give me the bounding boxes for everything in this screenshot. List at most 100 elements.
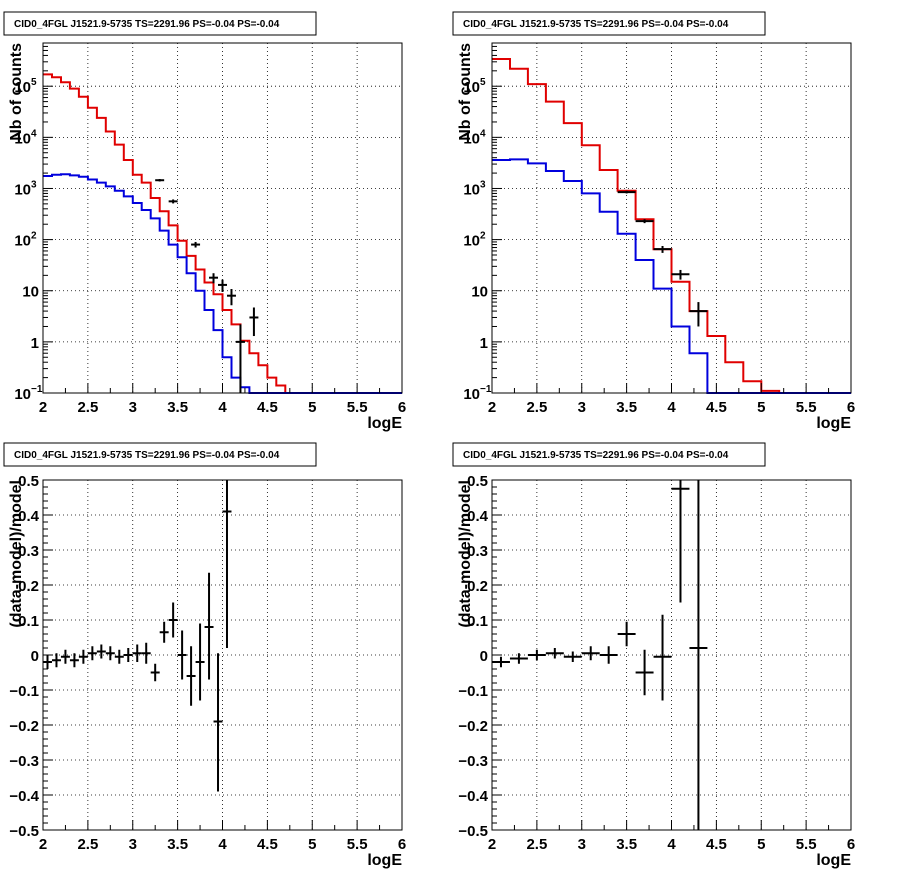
data-point bbox=[671, 269, 690, 280]
title-box: CID0_4FGL J1521.9-5735 TS=2291.96 PS=-0.… bbox=[452, 11, 766, 36]
y-tick-label: 10 bbox=[14, 233, 31, 250]
data-point bbox=[635, 649, 654, 696]
x-tick-label: 4.5 bbox=[706, 836, 727, 853]
y-tick-exponent: 2 bbox=[31, 231, 37, 242]
x-axis: 2 2.5 3 3.5 4 4.5 5 5.5 6 bbox=[488, 383, 855, 416]
y-tick-label: 10 bbox=[14, 386, 31, 403]
y-tick-label: 0.5 bbox=[467, 473, 488, 490]
y-tick-label: −0.3 bbox=[9, 753, 39, 770]
y-tick-label: 0.2 bbox=[18, 578, 39, 595]
y-tick-label: −0.3 bbox=[458, 753, 488, 770]
y-tick-label: −0.1 bbox=[458, 683, 488, 700]
x-axis-title: logE bbox=[367, 415, 402, 432]
x-axis: 2 2.5 3 3.5 4 4.5 5 5.5 6 bbox=[39, 820, 406, 853]
x-axis-title: logE bbox=[367, 852, 402, 869]
y-tick-exponent: −1 bbox=[31, 384, 43, 395]
data-point bbox=[563, 651, 582, 662]
data-point bbox=[155, 179, 165, 182]
x-axis: 2 2.5 3 3.5 4 4.5 5 5.5 6 bbox=[39, 383, 406, 416]
x-tick-label: 3 bbox=[578, 399, 586, 416]
x-tick-label: 4 bbox=[218, 836, 227, 853]
x-tick-label: 4.5 bbox=[257, 836, 278, 853]
y-tick-label: 10 bbox=[14, 79, 31, 96]
x-tick-label: 5.5 bbox=[347, 399, 368, 416]
y-tick-exponent: 3 bbox=[31, 179, 37, 190]
y-tick-label: 10 bbox=[463, 79, 480, 96]
title-box-frame bbox=[452, 442, 766, 467]
y-tick-exponent: 4 bbox=[31, 128, 37, 139]
y-axis-title: Nb of counts bbox=[457, 43, 474, 141]
data-point bbox=[635, 219, 654, 224]
data-point bbox=[545, 648, 564, 659]
x-tick-label: 5.5 bbox=[347, 836, 368, 853]
x-tick-label: 2 bbox=[39, 836, 47, 853]
data-point bbox=[527, 649, 546, 661]
grid bbox=[43, 480, 402, 830]
data-point bbox=[78, 649, 88, 664]
y-tick-label: 10 bbox=[463, 130, 480, 147]
x-axis: 2 2.5 3 3.5 4 4.5 5 5.5 6 bbox=[488, 820, 855, 853]
data-point bbox=[51, 653, 61, 668]
data-point bbox=[87, 646, 97, 661]
y-axis: −0.5 −0.4 −0.3 −0.2 −0.1 0 0.1 0.2 0.3 0.4 0.5 bbox=[458, 473, 502, 840]
y-tick-label: 10 bbox=[463, 233, 480, 250]
data-point bbox=[218, 279, 227, 292]
y-tick-label: 0.4 bbox=[18, 508, 40, 525]
data-point bbox=[195, 623, 205, 701]
title-box-frame bbox=[452, 11, 766, 36]
data-point bbox=[168, 602, 178, 638]
x-tick-label: 2.5 bbox=[526, 836, 547, 853]
data-points bbox=[617, 190, 708, 327]
residual-panel-right: 2 2.5 3 3.5 4 4.5 5 5.5 6 −0.5 −0.4 −0.3 −0.2 −0.1 0 0.… bbox=[452, 442, 855, 869]
data-point bbox=[132, 644, 142, 662]
x-tick-label: 4 bbox=[667, 836, 676, 853]
y-tick-label: −0.2 bbox=[9, 718, 39, 735]
y-tick-label: 0.3 bbox=[467, 543, 488, 560]
x-tick-label: 5.5 bbox=[796, 399, 817, 416]
y-tick-label: 0.2 bbox=[467, 578, 488, 595]
y-tick-label: 1 bbox=[480, 335, 488, 352]
chart-title: CID0_4FGL J1521.9-5735 TS=2291.96 PS=-0.… bbox=[14, 19, 280, 30]
x-tick-label: 3.5 bbox=[616, 836, 637, 853]
x-tick-label: 3 bbox=[578, 836, 586, 853]
data-point bbox=[581, 646, 600, 661]
data-point bbox=[204, 572, 214, 680]
x-tick-label: 2 bbox=[39, 399, 47, 416]
x-tick-label: 4.5 bbox=[706, 399, 727, 416]
y-tick-label: 10 bbox=[22, 284, 39, 301]
data-point bbox=[191, 241, 201, 248]
y-tick-label: −0.4 bbox=[9, 788, 39, 805]
x-tick-label: 2 bbox=[488, 399, 496, 416]
data-point bbox=[96, 644, 106, 659]
data-point bbox=[114, 649, 124, 664]
x-tick-label: 2.5 bbox=[77, 836, 98, 853]
data-point bbox=[168, 199, 178, 204]
y-axis: −0.5 −0.4 −0.3 −0.2 −0.1 0 0.1 0.2 0.3 0.4 0.5 bbox=[9, 473, 53, 840]
x-tick-label: 3.5 bbox=[167, 399, 188, 416]
data-point bbox=[671, 480, 690, 603]
y-tick-label: −0.2 bbox=[458, 718, 488, 735]
x-axis-title: logE bbox=[816, 852, 851, 869]
y-tick-label: 0 bbox=[31, 648, 39, 665]
y-tick-label: 1 bbox=[31, 335, 39, 352]
data-point bbox=[209, 273, 219, 284]
y-tick-label: −0.5 bbox=[458, 823, 488, 840]
y-tick-label: 10 bbox=[14, 130, 31, 147]
y-tick-label: −0.4 bbox=[458, 788, 488, 805]
data-points bbox=[492, 480, 708, 830]
x-tick-label: 6 bbox=[847, 399, 855, 416]
title-box-frame bbox=[3, 11, 317, 36]
title-box: CID0_4FGL J1521.9-5735 TS=2291.96 PS=-0.… bbox=[3, 442, 317, 467]
data-point bbox=[653, 245, 672, 253]
data-point bbox=[235, 324, 245, 393]
x-tick-label: 5 bbox=[308, 836, 316, 853]
y-tick-exponent: 4 bbox=[480, 128, 486, 139]
series-line-0 bbox=[43, 73, 402, 394]
data-point bbox=[509, 653, 528, 664]
y-tick-exponent: 5 bbox=[31, 77, 37, 88]
title-box: CID0_4FGL J1521.9-5735 TS=2291.96 PS=-0.… bbox=[452, 442, 766, 467]
data-point bbox=[141, 642, 151, 664]
